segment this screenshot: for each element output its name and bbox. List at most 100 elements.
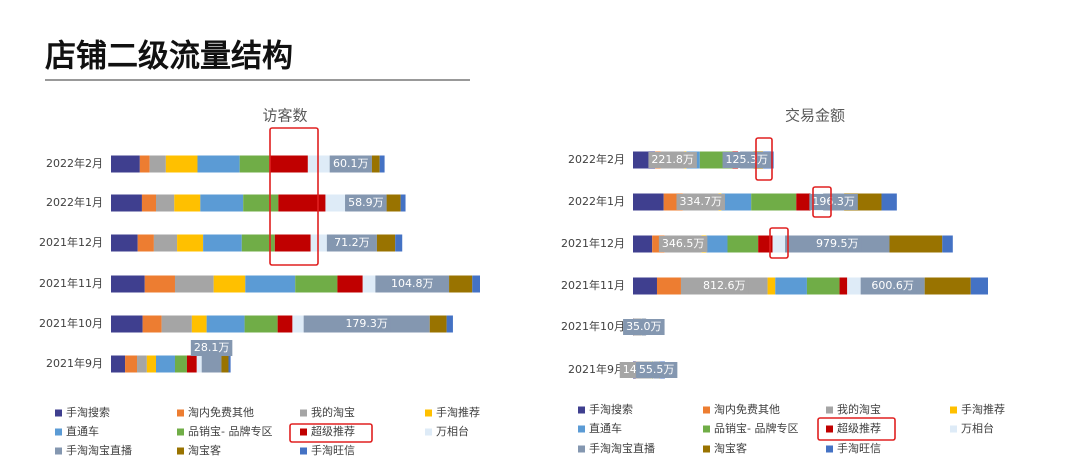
highlight-box bbox=[269, 127, 319, 266]
bar-segment bbox=[213, 275, 246, 293]
data-label: 55.5万 bbox=[639, 363, 675, 376]
data-label-bg bbox=[387, 276, 437, 292]
bar-segment bbox=[633, 235, 653, 253]
y-tick-label: 2021年10月 bbox=[39, 316, 103, 330]
bar-segment bbox=[277, 315, 293, 333]
bar-segment bbox=[806, 277, 840, 295]
bar-segment bbox=[379, 155, 385, 173]
bar-segment bbox=[111, 275, 145, 293]
data-label-bg bbox=[345, 195, 387, 211]
data-label-bg bbox=[676, 194, 725, 210]
highlight-box bbox=[289, 423, 373, 443]
legend-label: 我的淘宝 bbox=[837, 402, 881, 416]
legend-swatch bbox=[826, 445, 833, 453]
bar-segment bbox=[139, 155, 150, 173]
bar-segment bbox=[706, 235, 728, 253]
bar-segment bbox=[243, 194, 279, 212]
legend-label: 淘宝客 bbox=[714, 441, 747, 455]
data-label: 58.9万 bbox=[348, 196, 384, 209]
data-label: 221.8万 bbox=[651, 153, 694, 166]
bar-segment bbox=[386, 194, 401, 212]
bar-segment bbox=[371, 155, 380, 173]
bar-segment bbox=[245, 275, 296, 293]
bar-segment bbox=[847, 277, 861, 295]
bar-segment bbox=[200, 194, 244, 212]
legend-swatch bbox=[55, 447, 62, 455]
bar-segment bbox=[146, 355, 156, 373]
y-tick-label: 2021年9月 bbox=[46, 356, 103, 370]
bar-segment bbox=[174, 194, 201, 212]
bar-segment bbox=[201, 355, 222, 373]
data-label-bg bbox=[190, 340, 233, 356]
data-label: 60.1万 bbox=[333, 157, 369, 170]
legend-label: 超级推荐 bbox=[837, 421, 881, 435]
legend-label: 直通车 bbox=[589, 421, 622, 435]
data-label: 812.6万 bbox=[703, 279, 746, 292]
legend-swatch bbox=[578, 425, 585, 433]
legend-label: 手淘淘宝直播 bbox=[589, 441, 655, 455]
bar-segment bbox=[767, 277, 776, 295]
bar-segment bbox=[137, 355, 147, 373]
legend-swatch bbox=[177, 428, 184, 436]
legend-swatch bbox=[177, 447, 184, 455]
bar-segment bbox=[796, 193, 811, 211]
bar-segment bbox=[337, 275, 363, 293]
legend-label: 万相台 bbox=[961, 421, 994, 435]
legend-label: 品销宝- 品牌专区 bbox=[714, 421, 798, 435]
legend-label: 超级推荐 bbox=[311, 424, 355, 438]
legend-swatch bbox=[300, 409, 307, 417]
legend-label: 万相台 bbox=[436, 424, 469, 438]
legend-swatch bbox=[703, 425, 710, 433]
bar-segment bbox=[446, 315, 453, 333]
bar-segment bbox=[889, 235, 943, 253]
bar-segment bbox=[144, 275, 175, 293]
data-label: 334.7万 bbox=[679, 195, 722, 208]
data-label: 28.1万 bbox=[194, 341, 230, 354]
bar-segment bbox=[141, 194, 156, 212]
bar-segment bbox=[153, 234, 178, 252]
bar-segment bbox=[429, 315, 447, 333]
bar-segment bbox=[137, 234, 154, 252]
bar-segment bbox=[395, 234, 403, 252]
y-tick-label: 2021年11月 bbox=[39, 276, 103, 290]
bar-segment bbox=[449, 275, 473, 293]
legend-label: 淘宝客 bbox=[188, 443, 221, 457]
data-label-bg bbox=[700, 278, 749, 294]
legend-swatch bbox=[826, 425, 833, 433]
data-label-bg bbox=[331, 235, 373, 251]
bar-segment bbox=[772, 235, 786, 253]
bar-segment bbox=[295, 275, 338, 293]
data-label: 179.3万 bbox=[345, 317, 388, 330]
data-label-bg bbox=[648, 152, 697, 168]
bar-segment bbox=[206, 315, 245, 333]
data-label-bg bbox=[722, 152, 772, 168]
data-label-bg bbox=[635, 362, 678, 378]
bar-segment bbox=[165, 155, 198, 173]
bar-segment bbox=[881, 193, 897, 211]
y-tick-label: 2021年12月 bbox=[561, 236, 625, 250]
legend-label: 手淘旺信 bbox=[311, 443, 355, 457]
legend-swatch bbox=[578, 445, 585, 453]
bar-segment bbox=[156, 194, 175, 212]
bar-segment bbox=[775, 277, 807, 295]
bar-segment bbox=[177, 234, 204, 252]
bar-segment bbox=[228, 355, 231, 373]
bar-segment bbox=[400, 194, 406, 212]
data-label: 104.8万 bbox=[391, 277, 434, 290]
legend-label: 手淘推荐 bbox=[436, 405, 480, 419]
page-title: 店铺二级流量结构 bbox=[45, 39, 293, 75]
y-tick-label: 2021年12月 bbox=[39, 235, 103, 249]
legend-label: 淘内免费其他 bbox=[188, 405, 254, 419]
chart-title: 交易金额 bbox=[785, 107, 845, 125]
legend-label: 手淘推荐 bbox=[961, 402, 1005, 416]
bar-segment bbox=[111, 315, 143, 333]
bar-segment bbox=[239, 155, 270, 173]
legend-label: 我的淘宝 bbox=[311, 405, 355, 419]
highlight-box bbox=[755, 137, 773, 181]
bar-segment bbox=[197, 155, 240, 173]
data-label-bg bbox=[342, 316, 391, 332]
legend-label: 手淘旺信 bbox=[837, 441, 881, 455]
bar-segment bbox=[156, 355, 175, 373]
data-label-bg bbox=[809, 194, 858, 210]
